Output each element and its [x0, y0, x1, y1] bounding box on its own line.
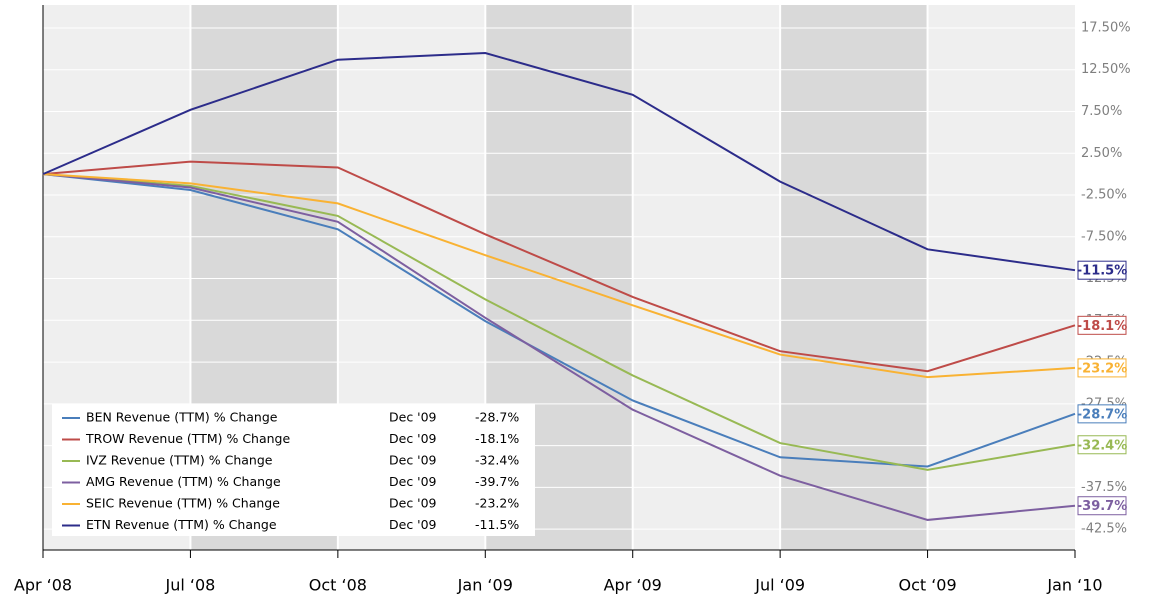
- y-tick-label: -42.5%: [1081, 522, 1127, 537]
- value-label-text: -23.2%: [1077, 361, 1128, 376]
- value-label-text: -39.7%: [1077, 499, 1128, 514]
- legend-date: Dec '09: [389, 474, 437, 489]
- series-line: [42, 173, 1076, 521]
- legend-value: -18.1%: [475, 431, 519, 446]
- band: [780, 5, 928, 550]
- legend-value: -39.7%: [475, 474, 519, 489]
- legend-value: -28.7%: [475, 410, 519, 425]
- value-label: -18.1%: [1077, 315, 1128, 335]
- y-tick-label: 2.50%: [1081, 146, 1122, 161]
- value-label-box: [1077, 496, 1127, 516]
- legend-value: -32.4%: [475, 453, 519, 468]
- legend-label: AMG Revenue (TTM) % Change: [86, 474, 281, 489]
- legend: BEN Revenue (TTM) % Change Dec '09 -28.7% T…: [52, 404, 535, 536]
- legend-box: [52, 404, 535, 536]
- value-label-text: -18.1%: [1077, 319, 1128, 334]
- value-label: -11.5%: [1077, 260, 1128, 280]
- y-tick-label: 12.50%: [1081, 62, 1131, 77]
- value-label-box: [1077, 404, 1127, 424]
- value-label: -23.2%: [1077, 358, 1128, 378]
- value-label: -32.4%: [1077, 435, 1128, 455]
- y-tick-label: 17.50%: [1081, 20, 1131, 35]
- legend-date: Dec '09: [389, 496, 437, 511]
- value-label: -39.7%: [1077, 496, 1128, 516]
- x-tick-label: Apr ‘08: [14, 576, 72, 595]
- value-label: -28.7%: [1077, 404, 1128, 424]
- legend-label: SEIC Revenue (TTM) % Change: [86, 496, 280, 511]
- value-label-box: [1077, 435, 1127, 455]
- legend-date: Dec '09: [389, 453, 437, 468]
- value-label-text: -32.4%: [1077, 438, 1128, 453]
- value-label-box: [1077, 315, 1127, 335]
- x-tick-label: Jan ‘09: [457, 576, 513, 595]
- series-line: [42, 173, 1076, 379]
- series-line: [42, 52, 1076, 272]
- y-tick-label: -2.50%: [1081, 188, 1127, 203]
- legend-label: BEN Revenue (TTM) % Change: [86, 410, 278, 425]
- series-line: [42, 160, 1076, 373]
- legend-date: Dec '09: [389, 410, 437, 425]
- legend-date: Dec '09: [389, 431, 437, 446]
- x-tick-label: Apr ‘09: [604, 576, 662, 595]
- x-tick-label: Oct ‘08: [309, 576, 367, 595]
- legend-label: TROW Revenue (TTM) % Change: [85, 431, 290, 446]
- legend-label: IVZ Revenue (TTM) % Change: [86, 453, 273, 468]
- value-label-box: [1077, 260, 1127, 280]
- y-tick-label: -37.5%: [1081, 480, 1127, 495]
- series-line: [42, 173, 1076, 471]
- legend-value: -11.5%: [475, 517, 519, 532]
- y-tick-label: -7.50%: [1081, 229, 1127, 244]
- x-tick-label: Jul ‘08: [165, 576, 216, 595]
- value-label-text: -28.7%: [1077, 407, 1128, 422]
- x-tick-label: Oct ‘09: [898, 576, 956, 595]
- y-tick-label: 7.50%: [1081, 104, 1122, 119]
- value-label-box: [1077, 358, 1127, 378]
- x-tick-label: Jan ‘10: [1046, 576, 1102, 595]
- legend-value: -23.2%: [475, 496, 519, 511]
- x-tick-label: Jul ‘09: [754, 576, 805, 595]
- legend-date: Dec '09: [389, 517, 437, 532]
- legend-label: ETN Revenue (TTM) % Change: [86, 517, 277, 532]
- value-label-text: -11.5%: [1077, 264, 1128, 279]
